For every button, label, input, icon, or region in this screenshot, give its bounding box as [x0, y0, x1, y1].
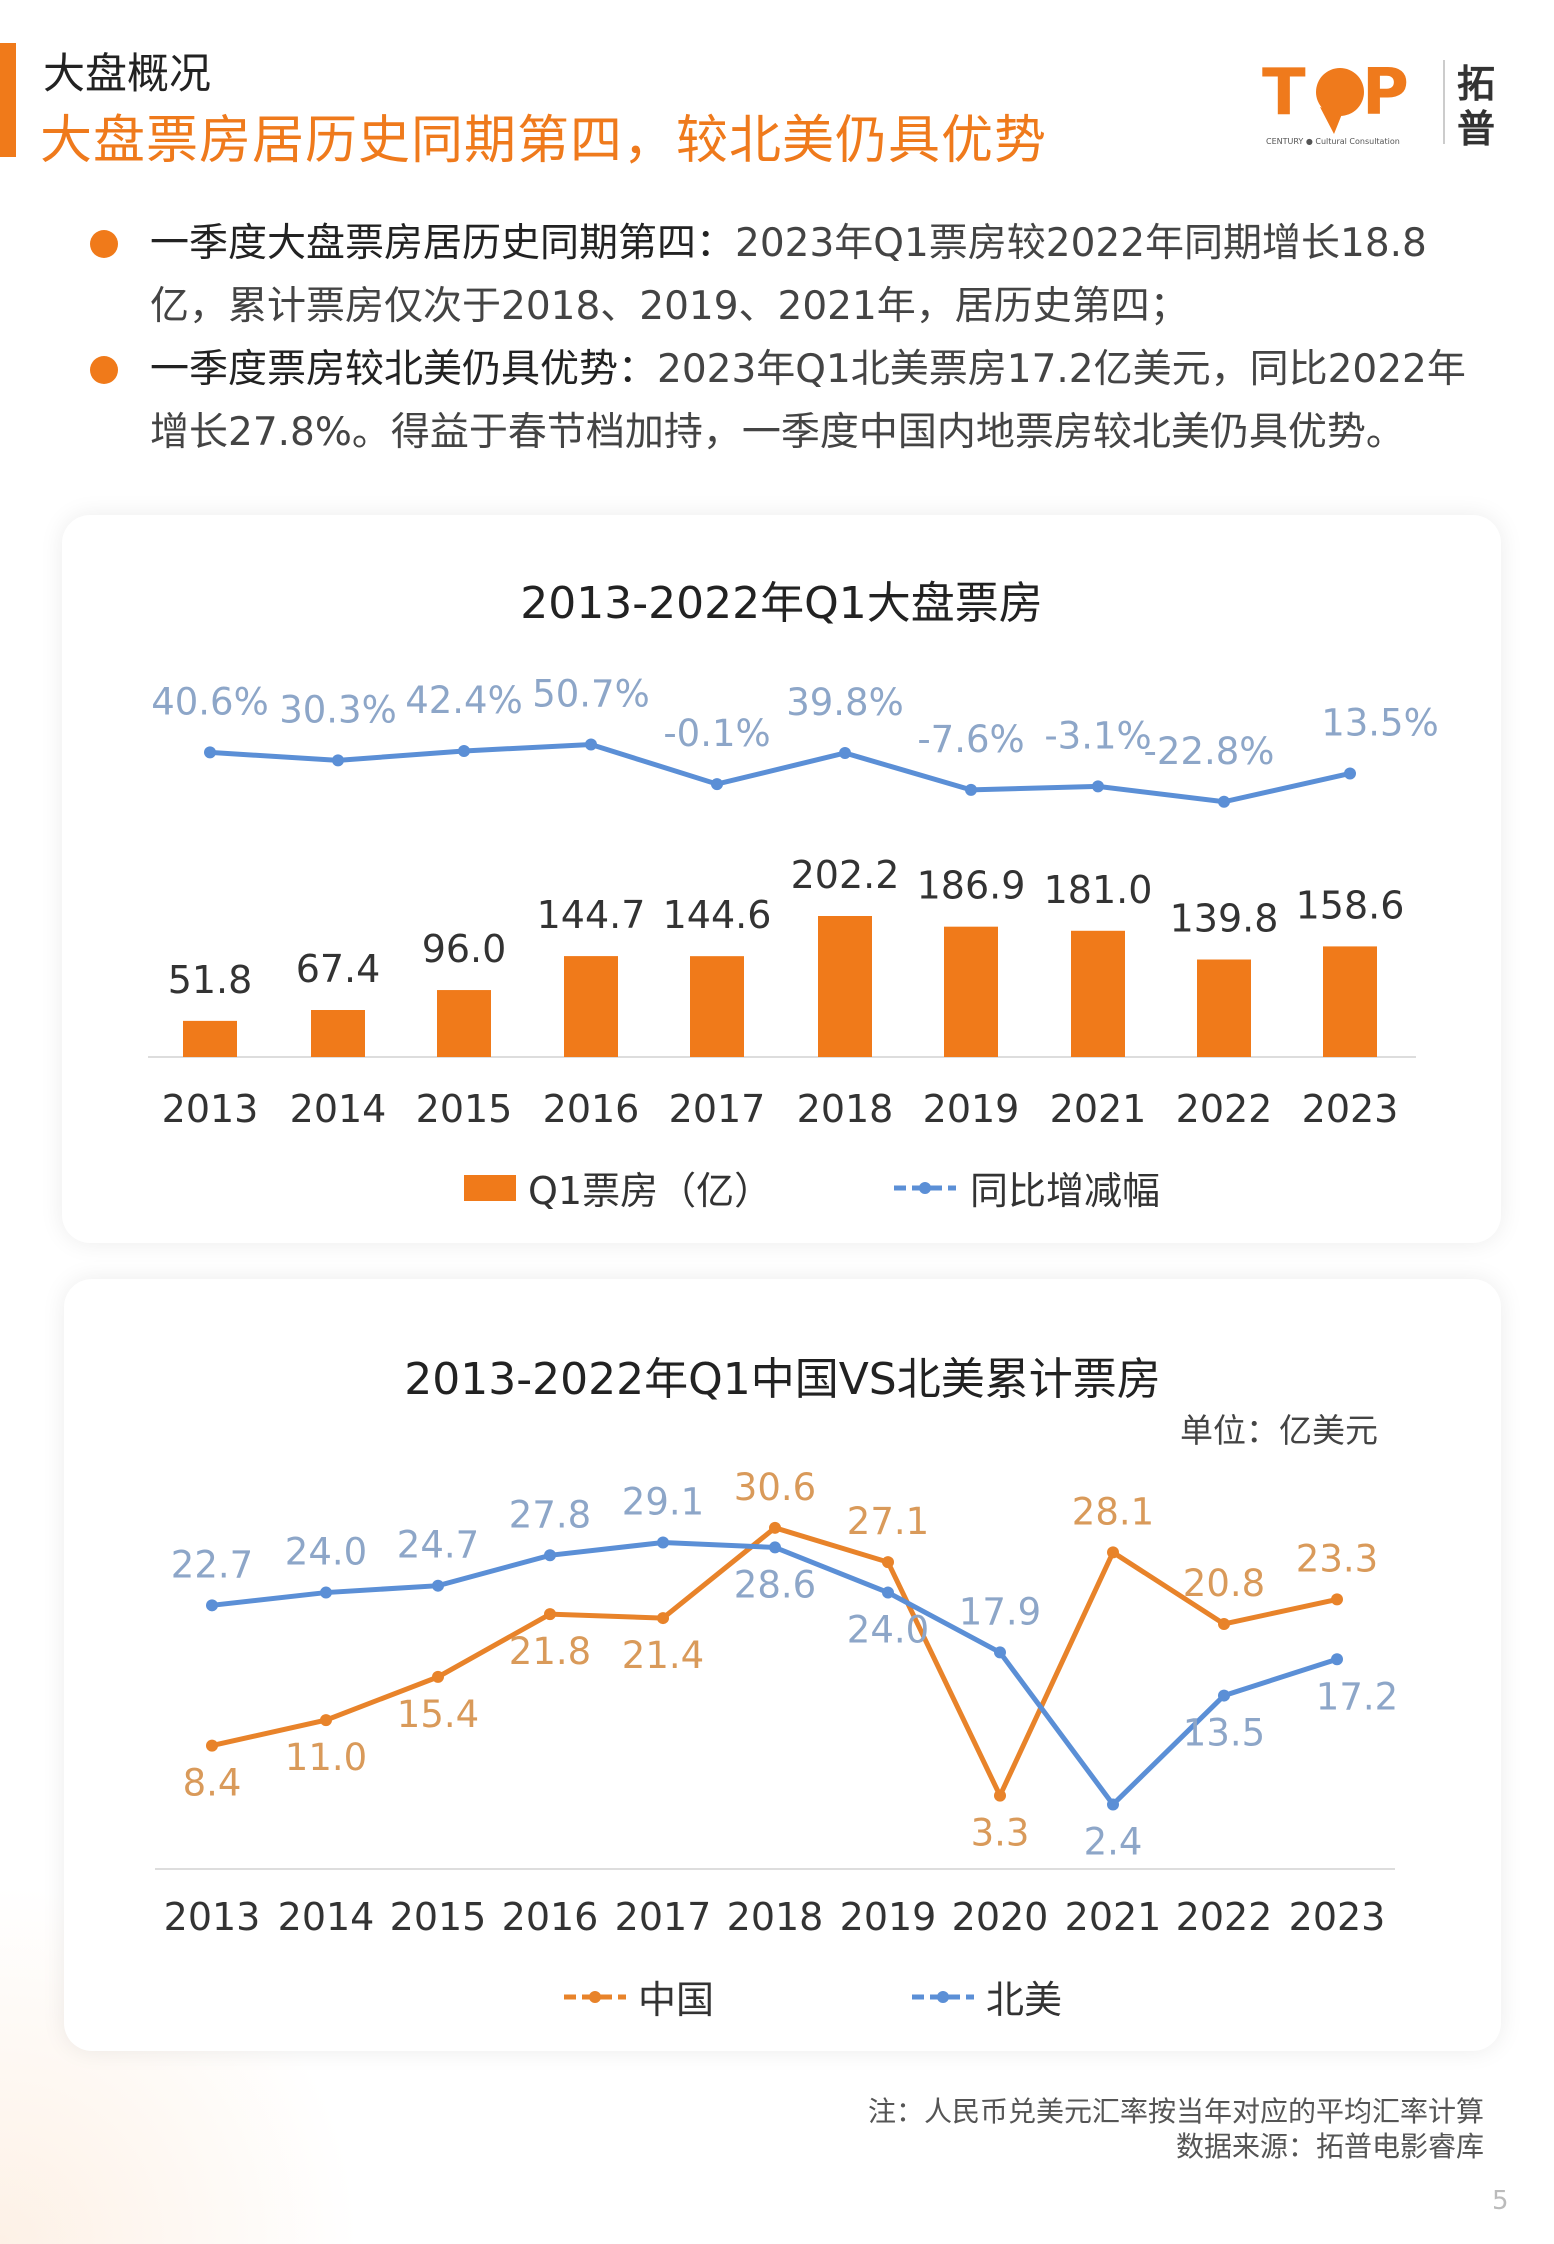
chart-card-box-office: 2013-2022年Q1大盘票房 Q1票房（亿） 同比增减幅: [62, 515, 1501, 1243]
page-headline: 大盘票房居历史同期第四，较北美仍具优势: [40, 111, 1048, 171]
legend-china-swatch-icon: [564, 1990, 626, 2003]
bullet-dot-icon: [90, 356, 118, 384]
bullet-item: 一季度大盘票房居历史同期第四：2023年Q1票房较2022年同期增长18.8亿，…: [90, 212, 1490, 338]
accent-bar: [0, 43, 16, 157]
svg-text:拓: 拓: [1457, 62, 1495, 106]
svg-text:CENTURY ● Cultural Consultatio: CENTURY ● Cultural Consultation: [1266, 137, 1400, 146]
legend-line-swatch-icon: [894, 1181, 956, 1194]
summary-bullets: 一季度大盘票房居历史同期第四：2023年Q1票房较2022年同期增长18.8亿，…: [90, 212, 1490, 464]
chart-title: 2013-2022年Q1大盘票房: [520, 578, 1043, 629]
svg-text:T: T: [1262, 56, 1306, 130]
legend-label: 中国: [638, 1978, 715, 2022]
chart-title: 2013-2022年Q1中国VS北美累计票房: [404, 1354, 1161, 1405]
legend-label: 北美: [986, 1978, 1063, 2022]
legend-china: 中国: [562, 1969, 714, 2024]
legend-bar-swatch-icon: [464, 1174, 516, 1201]
legend-na-swatch-icon: [912, 1990, 974, 2003]
bullet-bold: 一季度大盘票房居历史同期第四：: [150, 221, 736, 266]
svg-text:普: 普: [1457, 107, 1495, 151]
bullet-bold: 一季度票房较北美仍具优势：: [150, 347, 658, 392]
page-number: 5: [1492, 2186, 1509, 2216]
bullet-dot-icon: [90, 230, 118, 258]
legend-label: Q1票房（亿）: [528, 1169, 773, 1213]
legend-line: 同比增减幅: [892, 1160, 1160, 1215]
bullet-text: 2023年Q1票房较2022年同期增长18.8亿，累计票房仅次于2018、201…: [150, 221, 1427, 329]
legend-bar: Q1票房（亿）: [464, 1160, 772, 1215]
chart-card-china-vs-na: 2013-2022年Q1中国VS北美累计票房 中国 北美: [64, 1279, 1501, 2051]
svg-text:P: P: [1362, 56, 1409, 130]
unit-label: 单位：亿美元: [1180, 1411, 1378, 1450]
footnote: 注：人民币兑美元汇率按当年对应的平均汇率计算: [867, 2095, 1484, 2128]
top-logo: T P CENTURY ● Cultural Consultation 拓 普: [1262, 56, 1495, 151]
section-title: 大盘概况: [43, 49, 212, 98]
data-source: 数据来源：拓普电影睿库: [1175, 2130, 1484, 2163]
bullet-item: 一季度票房较北美仍具优势：2023年Q1北美票房17.2亿美元，同比2022年增…: [90, 338, 1490, 464]
legend-na: 北美: [910, 1969, 1062, 2024]
bullet-text: 2023年Q1北美票房17.2亿美元，同比2022年增长27.8%。得益于春节档…: [150, 347, 1466, 455]
legend-label: 同比增减幅: [970, 1169, 1161, 1213]
